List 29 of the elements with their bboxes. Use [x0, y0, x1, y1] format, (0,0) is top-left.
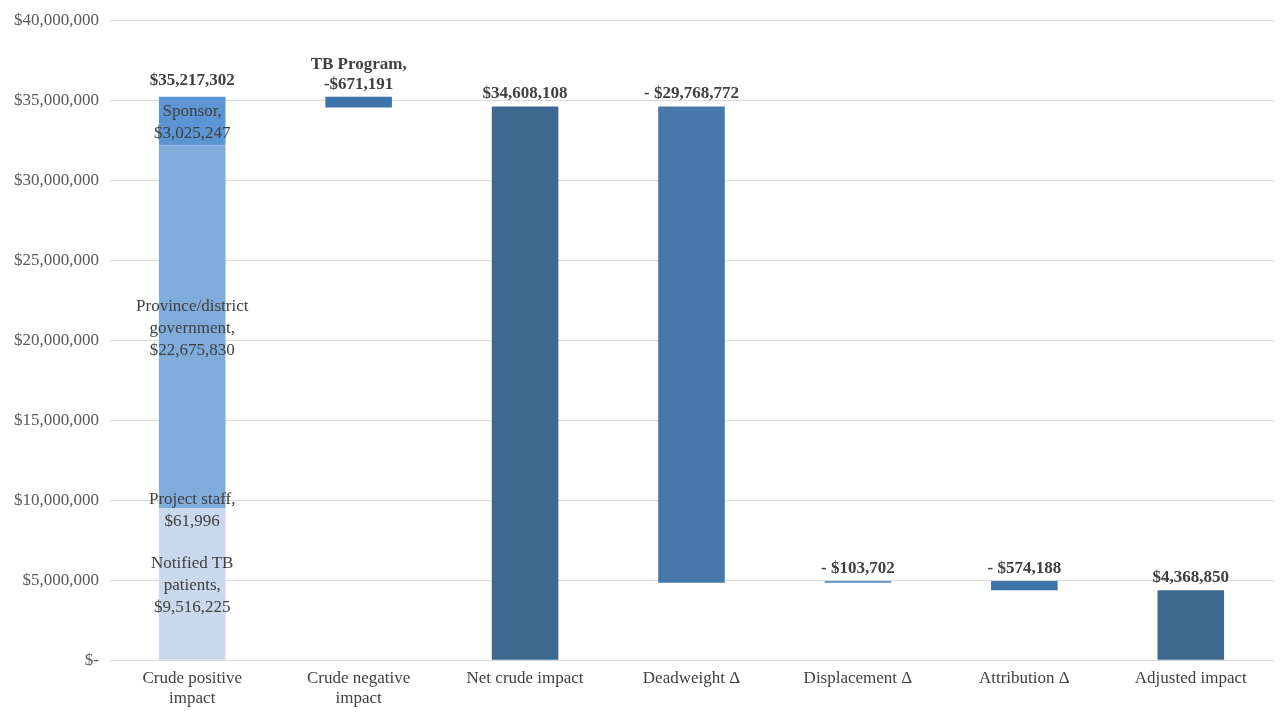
x-tick-label: Displacement Δ [803, 667, 913, 687]
y-tick-label: $15,000,000 [14, 409, 99, 429]
y-tick-label: $5,000,000 [22, 569, 99, 589]
data-label: Notified TB patients, $9,516,225 [151, 553, 234, 617]
x-tick-label: Attribution Δ [978, 667, 1070, 687]
y-tick-label: $20,000,000 [14, 329, 99, 349]
x-tick-label: Crude positive impact [142, 667, 243, 708]
data-label: - $103,702 [821, 558, 895, 578]
total-label: $35,217,302 [149, 69, 235, 89]
bar [991, 581, 1058, 591]
y-tick-label: $40,000,000 [14, 9, 99, 29]
x-tick-label: Adjusted impact [1134, 667, 1247, 687]
x-tick-label: Deadweight Δ [642, 667, 741, 687]
y-tick-label: $- [84, 649, 100, 669]
x-tick-label: Crude negative impact [306, 667, 411, 708]
data-label: $34,608,108 [482, 83, 568, 103]
y-tick-label: $30,000,000 [14, 169, 99, 189]
data-label: TB Program, -$671,191 [310, 53, 407, 93]
y-tick-label: $10,000,000 [14, 489, 99, 509]
data-label: - $574,188 [987, 558, 1062, 578]
y-tick-label: $35,000,000 [14, 89, 99, 109]
y-tick-label: $25,000,000 [14, 249, 99, 269]
data-label: $4,368,850 [1152, 567, 1230, 587]
bar [491, 106, 559, 660]
x-tick-label: Net crude impact [466, 667, 584, 687]
bar [1157, 590, 1225, 660]
data-label: - $29,768,772 [644, 83, 739, 103]
bar [325, 96, 392, 108]
bar [658, 106, 725, 583]
